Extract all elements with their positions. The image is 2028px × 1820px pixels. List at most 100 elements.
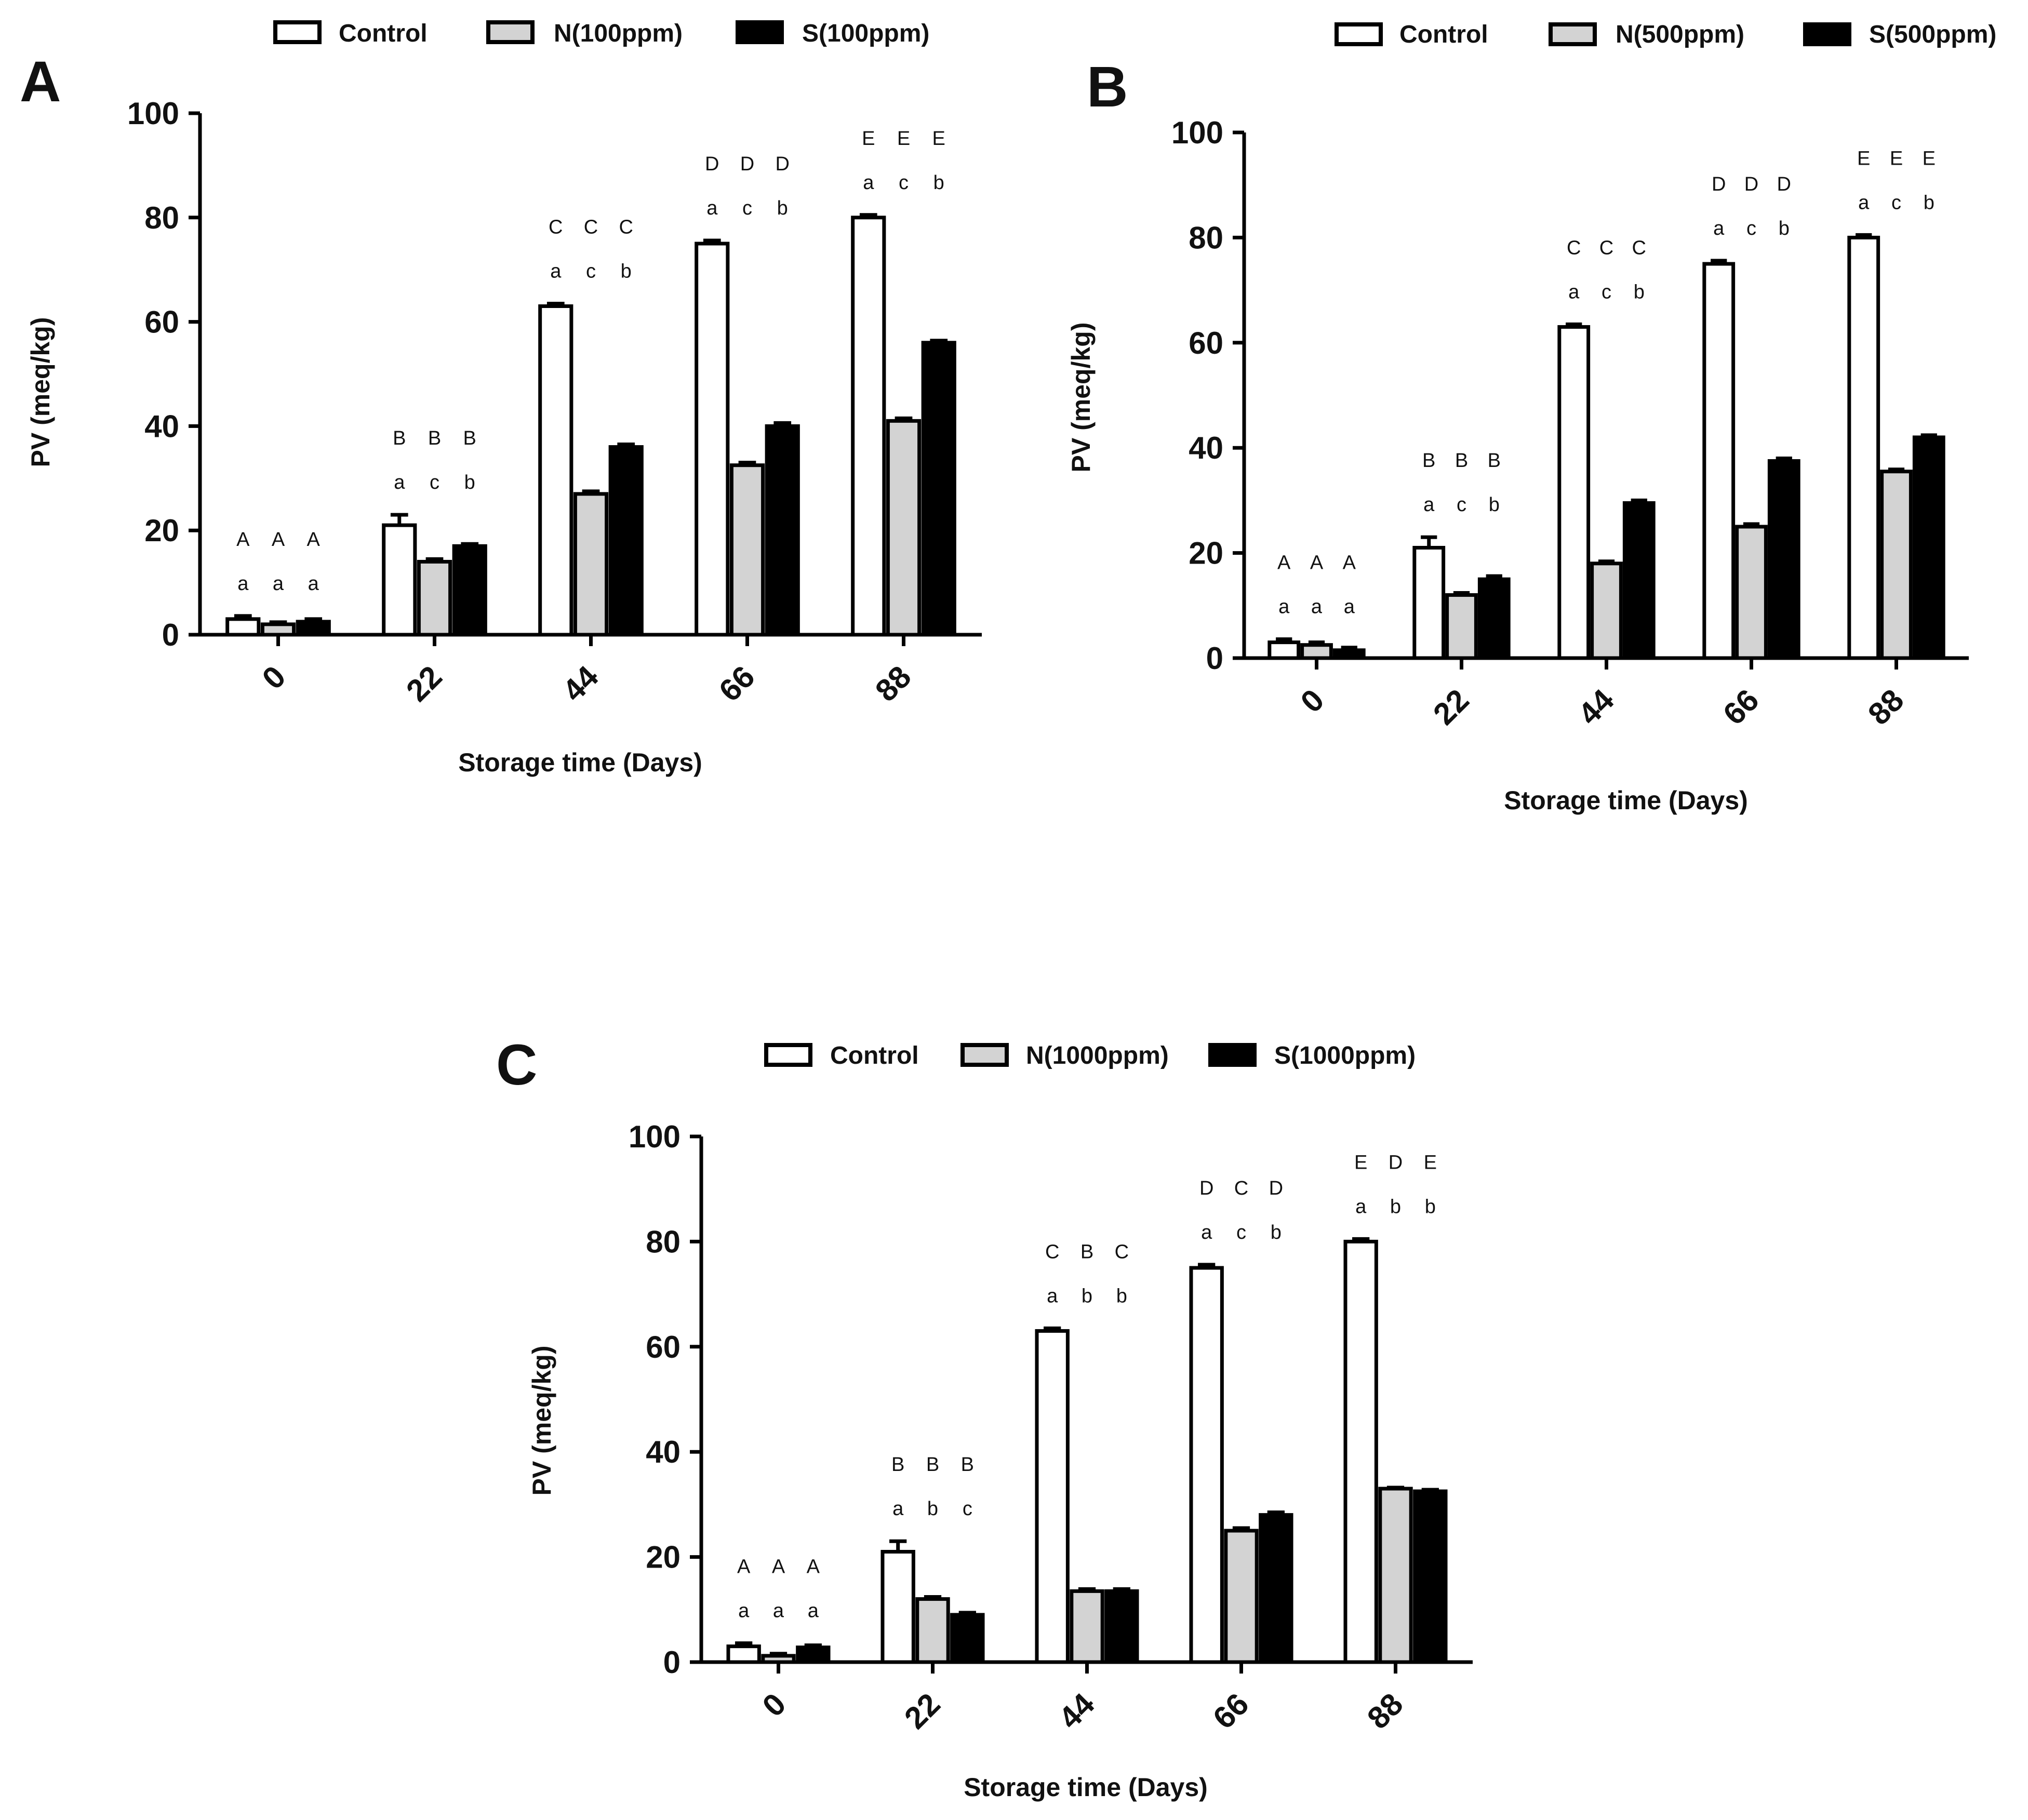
- bar: [225, 617, 261, 637]
- bar: [1189, 1266, 1224, 1664]
- x-tick-label: 0: [256, 659, 292, 696]
- sig-label-lower: a: [706, 197, 718, 219]
- sig-label-lower: a: [773, 1600, 784, 1622]
- legend: Control N(500ppm) S(500ppm): [1335, 21, 1996, 48]
- sig-label-upper: A: [307, 529, 321, 551]
- bar: [538, 304, 573, 637]
- panel-b: B Control N(500ppm) S(500ppm) PV (meq/kg…: [1066, 21, 1996, 815]
- sig-label-upper: D: [705, 153, 719, 175]
- sig-label-upper: C: [619, 216, 633, 238]
- y-tick-label: 40: [1189, 431, 1223, 465]
- panel-letter: B: [1087, 55, 1128, 119]
- sig-label-lower: b: [1271, 1222, 1282, 1243]
- sig-label-lower: b: [1425, 1196, 1436, 1217]
- x-tick-label: 66: [712, 659, 762, 708]
- sig-label-upper: E: [862, 128, 875, 150]
- sig-label-upper: E: [1857, 148, 1870, 169]
- sig-label-upper: B: [1080, 1241, 1093, 1263]
- bar: [1224, 1529, 1259, 1664]
- sig-label-upper: C: [1045, 1241, 1059, 1263]
- bar: [1343, 1239, 1378, 1664]
- sig-label-lower: a: [237, 573, 249, 595]
- sig-label-upper: B: [463, 427, 476, 449]
- bar: [729, 463, 765, 637]
- sig-label-upper: C: [1632, 237, 1646, 259]
- x-tick-label: 44: [556, 659, 605, 708]
- bar: [296, 620, 331, 637]
- bar: [1702, 262, 1736, 660]
- legend-label-s: S(100ppm): [802, 20, 929, 47]
- x-tick-label: 22: [1426, 682, 1476, 732]
- bar: [1557, 325, 1591, 660]
- bar: [796, 1645, 831, 1664]
- sig-label-upper: C: [1599, 237, 1613, 259]
- y-axis-title: PV (meq/kg): [1066, 323, 1096, 473]
- sig-label-upper: E: [1923, 148, 1936, 169]
- bar: [382, 523, 417, 637]
- y-tick-label: 20: [646, 1540, 681, 1575]
- sig-label-upper: D: [1777, 173, 1791, 195]
- bar: [452, 544, 487, 637]
- sig-label-lower: a: [863, 172, 874, 194]
- sig-label-upper: D: [1389, 1152, 1403, 1173]
- sig-label-upper: A: [236, 529, 250, 551]
- sig-label-upper: A: [272, 529, 285, 551]
- legend-swatch-control: [764, 1043, 812, 1067]
- sig-label-upper: D: [740, 153, 754, 175]
- bar: [695, 242, 730, 637]
- y-tick-label: 80: [1189, 220, 1223, 255]
- sig-label-lower: c: [1602, 281, 1611, 303]
- bar: [921, 341, 956, 637]
- sig-label-lower: a: [550, 260, 562, 282]
- sig-label-upper: A: [1343, 552, 1356, 574]
- bar: [1622, 501, 1656, 660]
- bar: [1590, 561, 1623, 660]
- sig-label-upper: D: [1712, 173, 1726, 195]
- sig-label-upper: E: [1354, 1152, 1367, 1173]
- sig-label-upper: A: [772, 1556, 785, 1578]
- bar: [1880, 470, 1913, 660]
- bar: [1070, 1589, 1104, 1664]
- sig-label-upper: E: [932, 128, 945, 150]
- bar: [1445, 593, 1478, 660]
- x-tick-label: 22: [399, 659, 449, 708]
- y-tick-label: 100: [629, 1119, 681, 1154]
- sig-label-upper: B: [428, 427, 441, 449]
- bar: [417, 559, 452, 637]
- sig-label-lower: a: [1858, 192, 1870, 213]
- bar: [950, 1613, 985, 1664]
- sig-label-lower: b: [1082, 1285, 1092, 1307]
- sig-label-upper: D: [775, 153, 789, 175]
- y-tick-label: 40: [144, 409, 179, 444]
- bar: [608, 445, 644, 637]
- sig-label-lower: c: [963, 1498, 972, 1520]
- sig-label-upper: B: [1455, 450, 1468, 472]
- legend-label-n: N(100ppm): [554, 20, 683, 47]
- x-tick-label: 44: [1052, 1686, 1101, 1735]
- y-tick-label: 60: [144, 305, 179, 340]
- sig-label-upper: B: [961, 1454, 974, 1476]
- y-tick-label: 0: [162, 618, 179, 652]
- sig-label-lower: a: [394, 472, 405, 493]
- sig-label-lower: a: [1278, 596, 1290, 618]
- sig-label-upper: D: [1269, 1177, 1283, 1199]
- x-axis-title: Storage time (Days): [458, 748, 702, 777]
- sig-label-upper: B: [1488, 450, 1501, 472]
- y-tick-label: 80: [144, 200, 179, 235]
- x-tick-label: 88: [869, 659, 918, 708]
- sig-label-lower: c: [1236, 1222, 1246, 1243]
- legend-swatch-s: [1208, 1043, 1257, 1067]
- sig-label-upper: E: [1890, 148, 1903, 169]
- sig-label-lower: c: [430, 472, 439, 493]
- bar: [1035, 1329, 1070, 1664]
- y-axis-title: PV (meq/kg): [26, 317, 55, 467]
- legend-swatch-control: [273, 20, 322, 44]
- legend-label-s: S(500ppm): [1869, 21, 1996, 48]
- panel-c: C Control N(1000ppm) S(1000ppm) PV (meq/…: [496, 1033, 1473, 1802]
- y-tick-label: 20: [144, 513, 179, 548]
- sig-label-upper: A: [807, 1556, 820, 1578]
- x-tick-label: 0: [1294, 682, 1331, 719]
- bar: [1332, 648, 1366, 660]
- sig-label-lower: a: [1713, 218, 1725, 239]
- legend-swatch-s: [736, 20, 784, 44]
